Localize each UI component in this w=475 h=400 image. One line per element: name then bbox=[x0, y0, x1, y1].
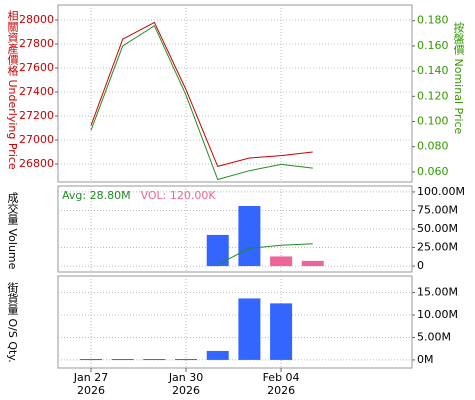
y-axis-label: 相關資產價格 Underlying Price bbox=[6, 10, 19, 170]
y2-tick-label: 0 bbox=[417, 259, 424, 272]
y-tick-label: 27800 bbox=[19, 37, 54, 50]
x-tick-year: 2026 bbox=[267, 384, 295, 397]
x-tick-year: 2026 bbox=[172, 384, 200, 397]
y2-axis-label: 按盤價 Nominal Price bbox=[452, 21, 465, 135]
y2-tick-label: 0.100 bbox=[417, 115, 449, 128]
y-axis-label: 成交量 Volume bbox=[6, 192, 19, 270]
y2-tick-label: 0.080 bbox=[417, 140, 449, 153]
x-tick-label: Feb 04 bbox=[263, 371, 300, 384]
bar bbox=[270, 256, 293, 267]
y-tick-label: 27000 bbox=[19, 133, 54, 146]
y2-tick-label: 75.00M bbox=[417, 203, 458, 216]
legend-entry: Avg: 28.80M bbox=[62, 189, 131, 202]
line-series bbox=[90, 25, 313, 181]
y-tick-label: 26800 bbox=[19, 157, 54, 170]
y2-tick-label: 0.140 bbox=[417, 64, 449, 77]
y2-tick-label: 0.060 bbox=[417, 165, 449, 178]
plot-frame bbox=[57, 275, 413, 369]
y2-tick-label: 15.00M bbox=[417, 286, 458, 299]
bar bbox=[270, 303, 293, 360]
y-tick-label: 27400 bbox=[19, 85, 54, 98]
bar bbox=[111, 359, 134, 361]
y2-tick-label: 0M bbox=[417, 353, 434, 366]
line-series bbox=[90, 21, 313, 167]
bar bbox=[175, 359, 198, 361]
bar bbox=[143, 359, 166, 361]
y2-tick-label: 10.00M bbox=[417, 308, 458, 321]
x-tick-year: 2026 bbox=[77, 384, 105, 397]
y2-tick-label: 0.180 bbox=[417, 14, 449, 27]
y-tick-label: 28000 bbox=[19, 13, 54, 26]
bar bbox=[206, 350, 229, 360]
y2-tick-label: 0.160 bbox=[417, 39, 449, 52]
y2-tick-label: 100.00M bbox=[417, 185, 465, 198]
y-tick-label: 27600 bbox=[19, 61, 54, 74]
bar bbox=[206, 234, 229, 267]
y-axis-label: 街貨量 O/S Qty. bbox=[6, 281, 19, 363]
y2-tick-label: 50.00M bbox=[417, 222, 458, 235]
legend-entry: VOL: 120.00K bbox=[141, 189, 217, 202]
x-tick-label: Jan 27 bbox=[73, 371, 108, 384]
y2-tick-label: 0.120 bbox=[417, 89, 449, 102]
y-tick-label: 27200 bbox=[19, 109, 54, 122]
bar bbox=[80, 359, 102, 361]
y2-tick-label: 25.00M bbox=[417, 241, 458, 254]
plot-frame bbox=[57, 4, 413, 183]
bar bbox=[301, 260, 324, 267]
y2-tick-label: 5.00M bbox=[417, 330, 451, 343]
line-series bbox=[217, 243, 313, 266]
bar bbox=[238, 298, 261, 360]
x-tick-label: Jan 30 bbox=[168, 371, 203, 384]
bar bbox=[238, 206, 261, 267]
